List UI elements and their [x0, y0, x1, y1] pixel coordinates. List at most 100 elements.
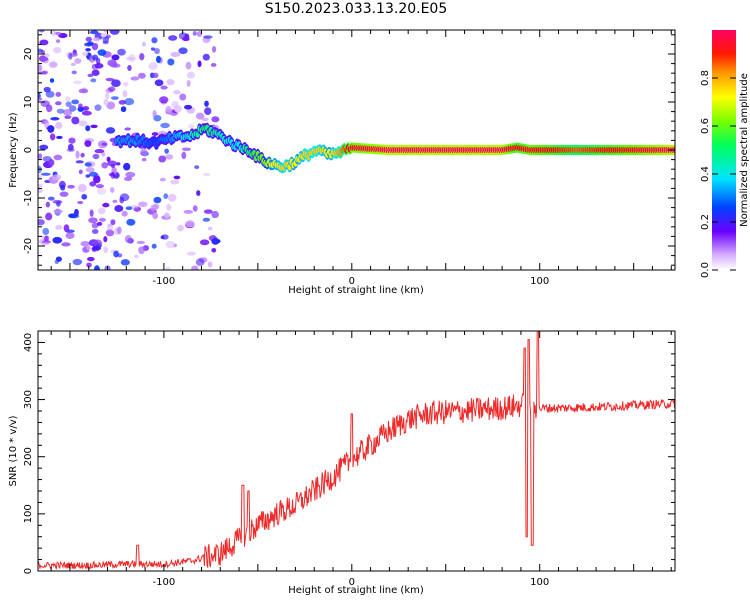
noise-blob [130, 76, 140, 81]
noise-blob [196, 31, 203, 37]
noise-blob [165, 105, 172, 113]
noise-blob [140, 148, 148, 157]
noise-blob [60, 184, 66, 191]
colorbar-ticks: 0.0 0.2 0.4 0.6 0.8 [700, 70, 736, 278]
snr-marks [38, 331, 675, 570]
noise-blob [75, 160, 84, 164]
noise-blob [204, 107, 212, 115]
noise-blob [134, 254, 139, 259]
x-tick-label: 100 [530, 577, 549, 588]
y-tick-label: -20 [23, 238, 34, 254]
noise-blob [64, 115, 72, 120]
noise-blob [153, 196, 162, 204]
noise-blob [44, 235, 49, 242]
noise-blob [91, 229, 99, 234]
noise-blob [96, 187, 107, 195]
colorbar-tick-label: 0.2 [700, 214, 711, 230]
snr-line [38, 331, 675, 570]
noise-blob [183, 209, 194, 214]
noise-blob [120, 106, 127, 113]
noise-blob [40, 100, 50, 108]
noise-blob [167, 193, 177, 202]
noise-blob [151, 243, 157, 249]
noise-blob [191, 265, 199, 270]
noise-blob [38, 183, 44, 188]
noise-blob [68, 137, 76, 144]
noise-blob [177, 224, 184, 232]
noise-blob [101, 142, 108, 146]
noise-blob [91, 42, 99, 51]
noise-blob [150, 47, 156, 51]
noise-blob [91, 222, 99, 229]
noise-blob [207, 226, 213, 231]
noise-blob [56, 135, 63, 140]
colorbar-tick-label: 0.4 [700, 166, 711, 182]
noise-blob [127, 64, 132, 72]
noise-blob [165, 154, 174, 160]
noise-blob [101, 162, 109, 169]
noise-blob [195, 258, 205, 267]
noise-blob [80, 152, 85, 158]
colorbar-tick-label: 0.8 [700, 70, 711, 86]
noise-blob [90, 124, 98, 129]
noise-blob [185, 61, 192, 70]
noise-blob [38, 219, 45, 226]
noise-blob [181, 151, 187, 160]
colorbar-gradient [712, 30, 736, 270]
noise-blob [49, 133, 56, 141]
spectrogram-marks [38, 30, 675, 270]
noise-blob [128, 54, 136, 63]
noise-blob [109, 30, 120, 35]
noise-blob [199, 239, 210, 246]
noise-blob [61, 242, 71, 247]
noise-blob [39, 144, 49, 150]
noise-blob [78, 120, 88, 127]
noise-blob [106, 223, 114, 231]
noise-blob [123, 176, 133, 181]
y-tick-label: 0 [23, 568, 34, 574]
noise-blob [196, 190, 201, 197]
noise-blob [108, 86, 116, 92]
snr-frame [37, 330, 676, 572]
noise-blob [211, 45, 217, 53]
noise-blob [102, 202, 110, 208]
noise-blob [84, 140, 92, 147]
noise-blob [81, 110, 92, 116]
x-tick-label: 0 [349, 577, 355, 588]
noise-blob [125, 206, 133, 211]
noise-blob [105, 92, 110, 100]
noise-blob [38, 30, 45, 33]
noise-blob [38, 153, 43, 160]
noise-blob [181, 147, 192, 151]
noise-blob [164, 148, 169, 154]
noise-blob [55, 224, 63, 231]
noise-blob [55, 92, 62, 97]
noise-blob [173, 90, 181, 95]
noise-blob [173, 175, 181, 180]
colorbar-tick-label: 0.0 [700, 262, 711, 278]
noise-blob [85, 125, 91, 132]
noise-blob [170, 179, 180, 185]
noise-blob [88, 217, 98, 224]
noise-blob [103, 236, 108, 243]
noise-blob [124, 127, 131, 131]
noise-blob [170, 52, 181, 57]
noise-blob [156, 55, 161, 64]
noise-blob [105, 77, 115, 82]
noise-blob [192, 31, 197, 36]
figure-title: S150.2023.033.13.20.E05 [264, 1, 448, 17]
noise-blob [52, 174, 62, 181]
noise-blob [105, 229, 115, 237]
noise-blob [89, 181, 97, 187]
noise-blob [201, 117, 209, 122]
noise-blob [85, 167, 95, 173]
noise-blob [110, 219, 116, 226]
noise-blob [63, 224, 70, 233]
noise-blob [82, 106, 90, 111]
noise-blob [65, 232, 75, 239]
noise-blob [78, 88, 89, 94]
noise-blob [117, 48, 126, 56]
noise-blob [72, 258, 83, 266]
noise-blob [38, 174, 42, 179]
